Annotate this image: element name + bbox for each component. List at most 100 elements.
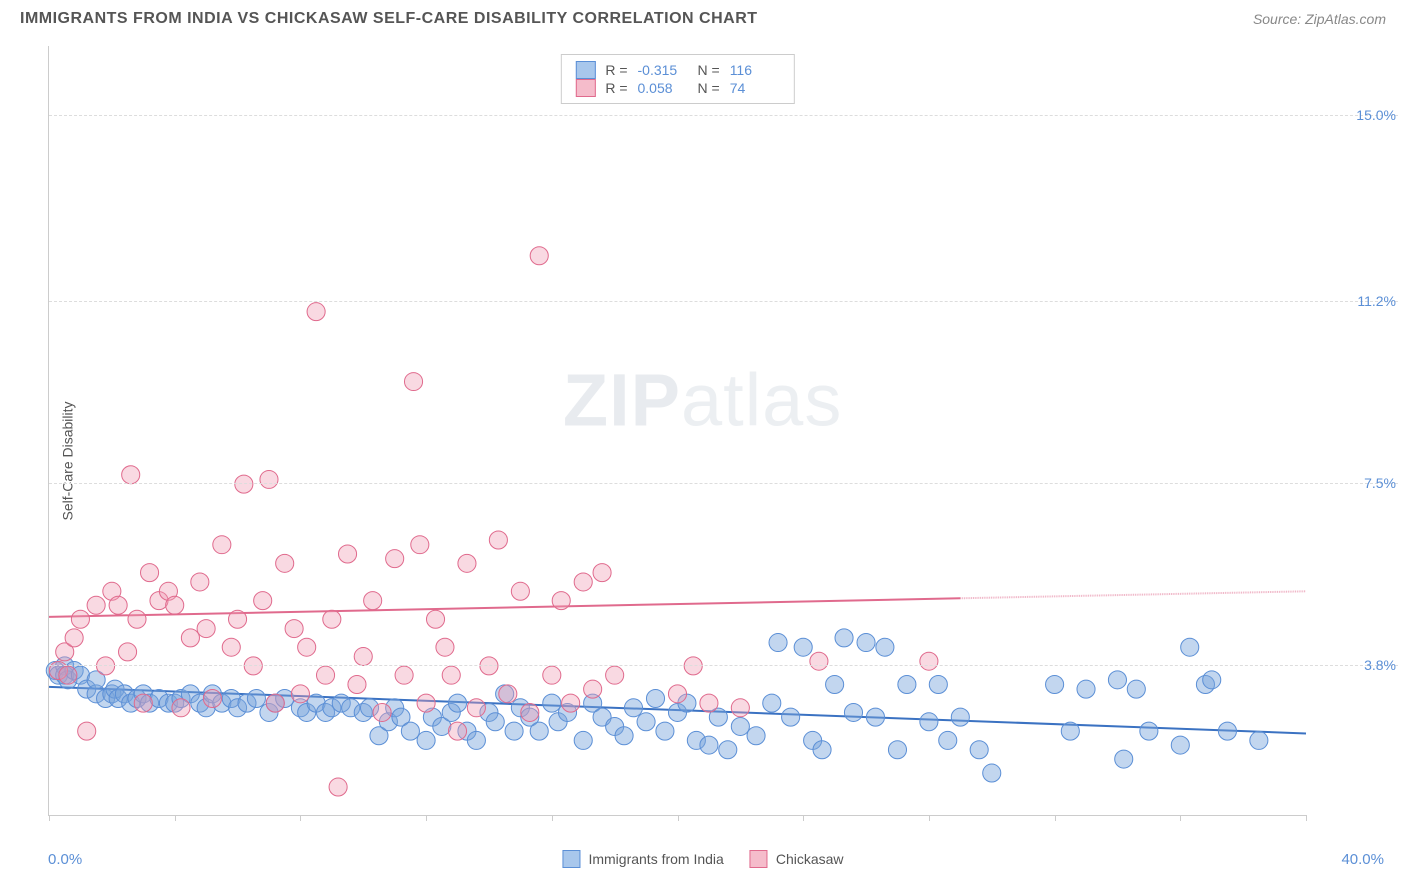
data-point-chickasaw [731, 699, 749, 717]
data-point-chickasaw [181, 629, 199, 647]
data-point-chickasaw [417, 694, 435, 712]
legend-stats-row: R =0.058N =74 [575, 79, 779, 97]
data-point-chickasaw [285, 620, 303, 638]
data-point-chickasaw [543, 666, 561, 684]
data-point-chickasaw [166, 596, 184, 614]
data-point-chickasaw [109, 596, 127, 614]
x-tick [175, 815, 176, 821]
x-tick [426, 815, 427, 821]
data-point-chickasaw [354, 648, 372, 666]
data-point-chickasaw [141, 564, 159, 582]
data-point-chickasaw [222, 638, 240, 656]
data-point-chickasaw [338, 545, 356, 563]
data-point-chickasaw [584, 680, 602, 698]
data-point-india [866, 708, 884, 726]
gridline [49, 115, 1398, 116]
data-point-chickasaw [606, 666, 624, 684]
data-point-india [543, 694, 561, 712]
data-point-india [747, 727, 765, 745]
data-point-chickasaw [291, 685, 309, 703]
gridline [49, 483, 1398, 484]
x-tick [300, 815, 301, 821]
x-axis-max-label: 40.0% [1341, 851, 1384, 868]
data-point-india [951, 708, 969, 726]
r-label: R = [605, 62, 627, 78]
data-point-chickasaw [276, 554, 294, 572]
data-point-india [417, 731, 435, 749]
data-point-india [1250, 731, 1268, 749]
y-tick-label: 3.8% [1364, 657, 1396, 673]
data-point-india [939, 731, 957, 749]
data-point-chickasaw [329, 778, 347, 796]
data-point-chickasaw [700, 694, 718, 712]
legend-item: Chickasaw [750, 850, 844, 868]
data-point-chickasaw [122, 466, 140, 484]
data-point-chickasaw [386, 550, 404, 568]
r-value: -0.315 [638, 62, 688, 78]
data-point-chickasaw [78, 722, 96, 740]
data-point-chickasaw [254, 592, 272, 610]
data-point-india [763, 694, 781, 712]
data-point-chickasaw [266, 694, 284, 712]
x-tick [1180, 815, 1181, 821]
data-point-india [898, 676, 916, 694]
data-point-chickasaw [668, 685, 686, 703]
x-tick [929, 815, 930, 821]
data-point-india [448, 694, 466, 712]
data-point-chickasaw [404, 373, 422, 391]
gridline [49, 301, 1398, 302]
data-point-chickasaw [128, 610, 146, 628]
x-tick [803, 815, 804, 821]
gridline [49, 665, 1398, 666]
data-point-chickasaw [172, 699, 190, 717]
data-point-india [794, 638, 812, 656]
data-point-chickasaw [228, 610, 246, 628]
data-point-chickasaw [65, 629, 83, 647]
data-point-india [826, 676, 844, 694]
data-point-india [700, 736, 718, 754]
y-tick-label: 15.0% [1356, 107, 1396, 123]
data-point-chickasaw [395, 666, 413, 684]
data-point-india [1046, 676, 1064, 694]
data-point-chickasaw [364, 592, 382, 610]
data-point-chickasaw [373, 703, 391, 721]
data-point-india [1108, 671, 1126, 689]
data-point-india [1061, 722, 1079, 740]
data-point-chickasaw [316, 666, 334, 684]
n-label: N = [698, 80, 720, 96]
data-point-chickasaw [59, 666, 77, 684]
data-point-india [929, 676, 947, 694]
data-point-india [656, 722, 674, 740]
data-point-india [857, 634, 875, 652]
data-point-india [505, 722, 523, 740]
legend-stats-row: R =-0.315N =116 [575, 61, 779, 79]
legend-stats: R =-0.315N =116R =0.058N =74 [560, 54, 794, 104]
x-tick [1306, 815, 1307, 821]
data-point-chickasaw [203, 689, 221, 707]
x-tick [1055, 815, 1056, 821]
data-point-india [615, 727, 633, 745]
data-point-chickasaw [298, 638, 316, 656]
legend-series: Immigrants from India Chickasaw [562, 850, 843, 868]
data-point-india [1077, 680, 1095, 698]
data-point-india [769, 634, 787, 652]
data-point-india [624, 699, 642, 717]
y-tick-label: 11.2% [1357, 293, 1396, 309]
data-point-india [467, 731, 485, 749]
data-point-chickasaw [307, 303, 325, 321]
data-point-india [637, 713, 655, 731]
data-point-india [920, 713, 938, 731]
data-point-chickasaw [426, 610, 444, 628]
data-point-chickasaw [119, 643, 137, 661]
data-point-chickasaw [448, 722, 466, 740]
chart-source: Source: ZipAtlas.com [1253, 11, 1386, 27]
data-point-india [782, 708, 800, 726]
plot-area: ZIPatlas R =-0.315N =116R =0.058N =74 3.… [48, 46, 1306, 816]
data-point-chickasaw [442, 666, 460, 684]
data-point-chickasaw [411, 536, 429, 554]
data-point-chickasaw [213, 536, 231, 554]
x-tick [49, 815, 50, 821]
n-value: 74 [730, 80, 780, 96]
legend-label: Immigrants from India [588, 851, 723, 867]
data-point-chickasaw [260, 470, 278, 488]
